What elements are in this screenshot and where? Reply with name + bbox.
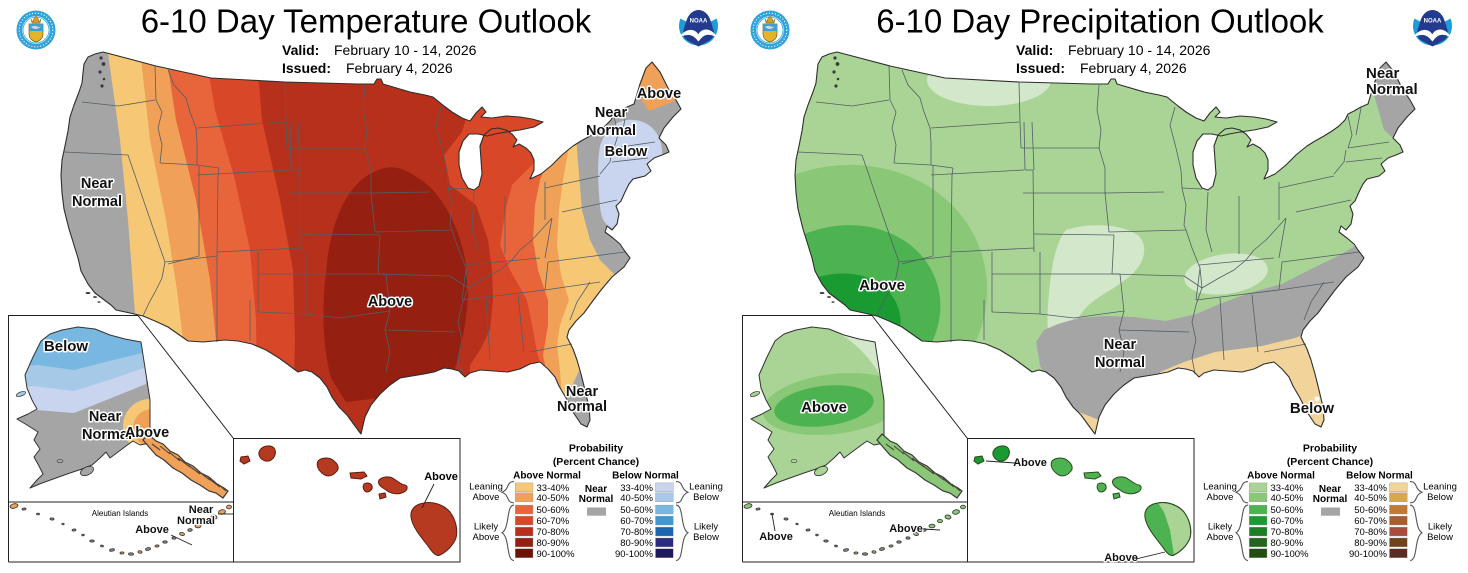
- svg-text:33-40%: 33-40%: [537, 483, 570, 494]
- svg-text:60-70%: 60-70%: [1354, 516, 1387, 527]
- svg-text:Below: Below: [1427, 492, 1453, 503]
- svg-text:Above Normal: Above Normal: [1247, 471, 1315, 482]
- svg-text:Normal: Normal: [557, 399, 607, 415]
- svg-text:80-90%: 80-90%: [537, 538, 570, 549]
- svg-text:Valid:: Valid:: [282, 42, 319, 58]
- svg-text:Below: Below: [1427, 532, 1453, 543]
- svg-text:50-60%: 50-60%: [1354, 505, 1387, 516]
- svg-text:NOAA: NOAA: [690, 19, 708, 25]
- svg-text:Near: Near: [81, 176, 114, 192]
- svg-text:Above: Above: [1207, 532, 1234, 543]
- svg-text:Aleutian Islands: Aleutian Islands: [92, 509, 148, 518]
- svg-text:Normal: Normal: [586, 123, 636, 139]
- svg-text:50-60%: 50-60%: [620, 505, 653, 516]
- svg-text:Above: Above: [637, 86, 681, 102]
- svg-text:Leaning: Leaning: [1203, 482, 1237, 493]
- svg-text:90-100%: 90-100%: [615, 549, 654, 560]
- svg-text:Above: Above: [859, 277, 905, 294]
- svg-text:Below Normal: Below Normal: [612, 471, 679, 482]
- svg-text:33-40%: 33-40%: [620, 483, 653, 494]
- svg-text:80-90%: 80-90%: [1354, 538, 1387, 549]
- svg-text:Normal: Normal: [82, 427, 132, 443]
- svg-text:Probability: Probability: [1303, 443, 1357, 455]
- svg-text:Above: Above: [889, 523, 923, 535]
- svg-text:60-70%: 60-70%: [620, 516, 653, 527]
- svg-text:(Percent Chance): (Percent Chance): [1287, 456, 1373, 468]
- svg-text:(Percent Chance): (Percent Chance): [553, 456, 639, 468]
- svg-text:Leaning: Leaning: [1423, 482, 1457, 493]
- svg-text:80-90%: 80-90%: [620, 538, 653, 549]
- svg-text:Near: Near: [566, 384, 599, 400]
- svg-text:Near: Near: [1104, 337, 1137, 353]
- svg-text:Below: Below: [605, 144, 648, 160]
- svg-text:Above: Above: [801, 399, 847, 416]
- svg-text:40-50%: 40-50%: [620, 493, 653, 504]
- svg-text:70-80%: 70-80%: [1354, 527, 1387, 538]
- svg-text:90-100%: 90-100%: [1271, 549, 1310, 560]
- svg-text:Near: Near: [189, 504, 214, 516]
- svg-text:40-50%: 40-50%: [537, 493, 570, 504]
- svg-text:Below: Below: [1290, 400, 1335, 417]
- svg-text:70-80%: 70-80%: [1271, 527, 1304, 538]
- svg-text:60-70%: 60-70%: [1271, 516, 1304, 527]
- svg-text:90-100%: 90-100%: [537, 549, 576, 560]
- svg-text:Normal: Normal: [579, 494, 614, 505]
- svg-text:Probability: Probability: [569, 443, 623, 455]
- svg-text:50-60%: 50-60%: [1271, 505, 1304, 516]
- svg-text:February 4, 2026: February 4, 2026: [346, 60, 453, 76]
- svg-text:Normal: Normal: [1313, 494, 1348, 505]
- svg-text:60-70%: 60-70%: [537, 516, 570, 527]
- svg-text:Above: Above: [368, 294, 412, 310]
- svg-text:Above: Above: [473, 492, 500, 503]
- svg-text:Above: Above: [1013, 457, 1047, 469]
- svg-text:Likely: Likely: [1428, 522, 1453, 533]
- svg-text:Above: Above: [1207, 492, 1234, 503]
- svg-text:Near: Near: [595, 105, 628, 121]
- svg-text:February 10 - 14, 2026: February 10 - 14, 2026: [1068, 42, 1211, 58]
- svg-text:Likely: Likely: [694, 522, 719, 533]
- svg-text:33-40%: 33-40%: [1271, 483, 1304, 494]
- svg-text:70-80%: 70-80%: [537, 527, 570, 538]
- svg-text:70-80%: 70-80%: [620, 527, 653, 538]
- svg-text:Valid:: Valid:: [1016, 42, 1053, 58]
- svg-text:Likely: Likely: [1208, 522, 1233, 533]
- svg-text:Normal: Normal: [1095, 355, 1145, 371]
- svg-text:Likely: Likely: [474, 522, 499, 533]
- svg-text:Normal: Normal: [177, 515, 215, 527]
- svg-text:40-50%: 40-50%: [1271, 493, 1304, 504]
- svg-text:Above: Above: [135, 524, 169, 536]
- svg-text:Near: Near: [1319, 484, 1341, 495]
- svg-text:Above Normal: Above Normal: [513, 471, 581, 482]
- svg-text:Near: Near: [89, 409, 122, 425]
- svg-text:Above: Above: [424, 471, 458, 483]
- svg-text:80-90%: 80-90%: [1271, 538, 1304, 549]
- svg-text:Below: Below: [693, 532, 719, 543]
- svg-text:February 10 - 14, 2026: February 10 - 14, 2026: [334, 42, 477, 58]
- svg-text:February 4, 2026: February 4, 2026: [1080, 60, 1187, 76]
- svg-text:Leaning: Leaning: [689, 482, 723, 493]
- svg-text:Below Normal: Below Normal: [1346, 471, 1413, 482]
- svg-text:Normal: Normal: [1366, 81, 1418, 98]
- svg-text:Below: Below: [693, 492, 719, 503]
- svg-text:Near: Near: [585, 484, 607, 495]
- svg-text:Above: Above: [1104, 552, 1138, 564]
- svg-text:Aleutian Islands: Aleutian Islands: [829, 509, 885, 518]
- svg-text:6-10 Day Temperature Outlook: 6-10 Day Temperature Outlook: [141, 3, 592, 40]
- svg-text:Above: Above: [125, 425, 169, 441]
- svg-text:Leaning: Leaning: [469, 482, 503, 493]
- svg-text:Below: Below: [44, 338, 89, 355]
- svg-text:33-40%: 33-40%: [1354, 483, 1387, 494]
- svg-text:Above: Above: [759, 531, 793, 543]
- svg-text:90-100%: 90-100%: [1349, 549, 1388, 560]
- svg-text:Issued:: Issued:: [282, 60, 331, 76]
- svg-text:Issued:: Issued:: [1016, 60, 1065, 76]
- svg-text:Normal: Normal: [72, 194, 122, 210]
- svg-text:Near: Near: [1366, 65, 1400, 82]
- svg-text:NOAA: NOAA: [1424, 19, 1442, 25]
- svg-text:6-10 Day Precipitation Outlook: 6-10 Day Precipitation Outlook: [876, 3, 1324, 40]
- svg-text:40-50%: 40-50%: [1354, 493, 1387, 504]
- svg-text:50-60%: 50-60%: [537, 505, 570, 516]
- svg-text:Above: Above: [473, 532, 500, 543]
